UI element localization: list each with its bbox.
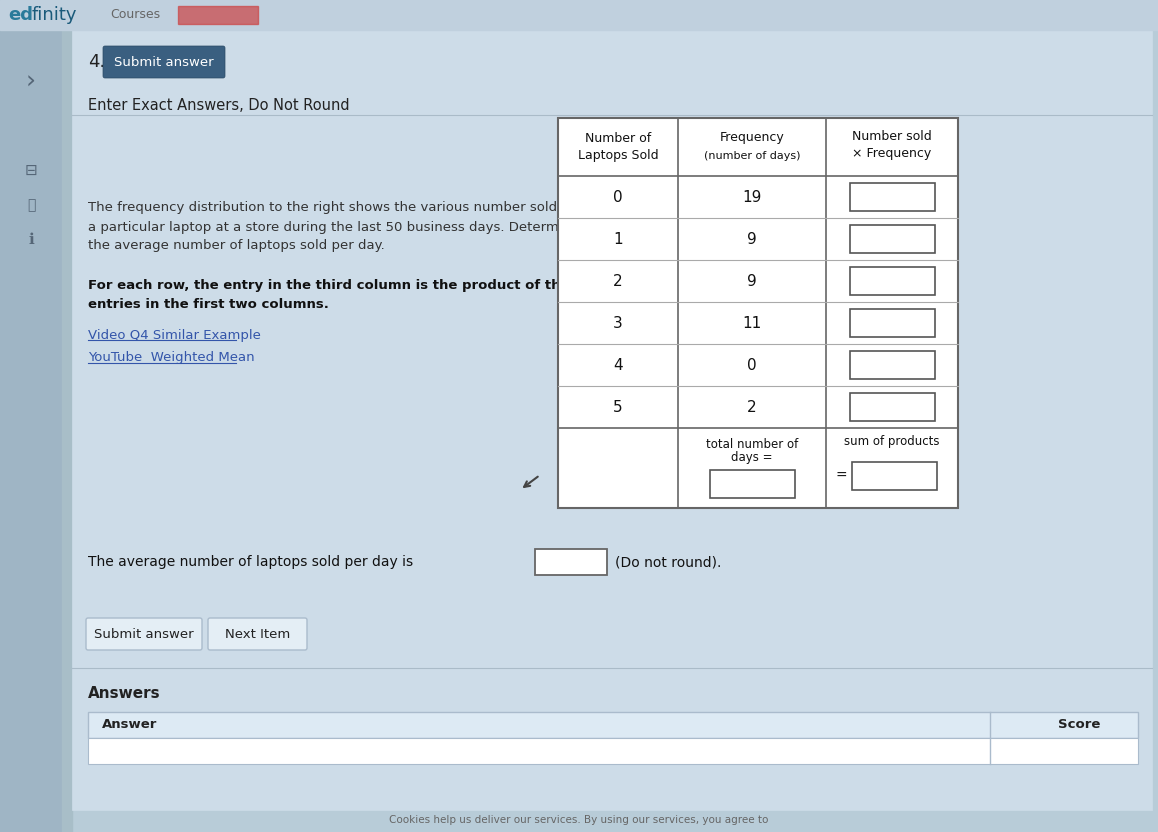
- Text: 👤: 👤: [27, 198, 35, 212]
- FancyBboxPatch shape: [86, 618, 201, 650]
- Text: Number sold: Number sold: [852, 130, 932, 142]
- Text: the average number of laptops sold per day.: the average number of laptops sold per d…: [88, 240, 384, 252]
- Text: The frequency distribution to the right shows the various number sold of: The frequency distribution to the right …: [88, 201, 574, 215]
- Bar: [535, 549, 607, 575]
- Text: ℹ: ℹ: [28, 232, 34, 247]
- Text: Laptops Sold: Laptops Sold: [578, 150, 658, 162]
- Bar: [558, 118, 958, 508]
- Text: =: =: [836, 469, 848, 483]
- Text: 9: 9: [747, 274, 757, 289]
- Bar: [850, 225, 935, 253]
- Bar: [0, 0, 1158, 30]
- Text: 2: 2: [614, 274, 623, 289]
- Text: 4: 4: [614, 358, 623, 373]
- Text: For each row, the entry in the third column is the product of the: For each row, the entry in the third col…: [88, 279, 570, 291]
- Text: Score: Score: [1058, 719, 1100, 731]
- Text: a particular laptop at a store during the last 50 business days. Determine: a particular laptop at a store during th…: [88, 220, 579, 234]
- Bar: [0, 0, 63, 832]
- Text: ›: ›: [25, 70, 36, 94]
- Text: 0: 0: [747, 358, 757, 373]
- Text: Video Q4 Similar Example: Video Q4 Similar Example: [88, 329, 261, 341]
- Text: 9: 9: [747, 231, 757, 246]
- FancyBboxPatch shape: [208, 618, 307, 650]
- Text: Enter Exact Answers, Do Not Round: Enter Exact Answers, Do Not Round: [88, 97, 350, 112]
- Text: 0: 0: [614, 190, 623, 205]
- Text: 3: 3: [613, 315, 623, 330]
- Text: YouTube  Weighted Mean: YouTube Weighted Mean: [88, 351, 255, 364]
- Bar: [850, 183, 935, 211]
- Text: ⊟: ⊟: [24, 162, 37, 177]
- Text: 11: 11: [742, 315, 762, 330]
- Bar: [850, 351, 935, 379]
- Text: Answers: Answers: [88, 686, 161, 701]
- Bar: [178, 6, 258, 24]
- Text: Frequency: Frequency: [719, 131, 784, 145]
- Text: 1: 1: [614, 231, 623, 246]
- Text: Number of: Number of: [585, 131, 651, 145]
- Text: finity: finity: [32, 6, 78, 24]
- Text: Cookies help us deliver our services. By using our services, you agree to: Cookies help us deliver our services. By…: [389, 815, 769, 825]
- Text: The average number of laptops sold per day is: The average number of laptops sold per d…: [88, 555, 413, 569]
- Text: 2: 2: [747, 399, 757, 414]
- Bar: [710, 470, 794, 498]
- Bar: [851, 462, 937, 490]
- Text: Submit answer: Submit answer: [115, 56, 214, 68]
- Text: total number of: total number of: [706, 438, 798, 450]
- Text: (number of days): (number of days): [704, 151, 800, 161]
- Text: ed: ed: [8, 6, 32, 24]
- Text: Next Item: Next Item: [225, 627, 291, 641]
- Text: Submit answer: Submit answer: [94, 627, 193, 641]
- Bar: [850, 267, 935, 295]
- Bar: [63, 30, 72, 832]
- Bar: [850, 393, 935, 421]
- Text: Courses: Courses: [110, 8, 160, 22]
- Bar: [88, 738, 1138, 764]
- Text: × Frequency: × Frequency: [852, 147, 932, 161]
- Bar: [88, 712, 1138, 738]
- Text: (Do not round).: (Do not round).: [615, 555, 721, 569]
- Text: 19: 19: [742, 190, 762, 205]
- Text: 5: 5: [614, 399, 623, 414]
- Text: Answer: Answer: [102, 719, 157, 731]
- FancyBboxPatch shape: [103, 46, 225, 78]
- Text: days =: days =: [731, 452, 772, 464]
- Bar: [850, 309, 935, 337]
- Text: entries in the first two columns.: entries in the first two columns.: [88, 299, 329, 311]
- Text: 4.: 4.: [88, 53, 105, 71]
- Text: sum of products: sum of products: [844, 435, 940, 448]
